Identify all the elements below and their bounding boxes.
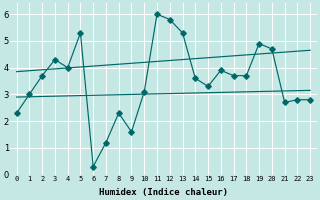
X-axis label: Humidex (Indice chaleur): Humidex (Indice chaleur) xyxy=(99,188,228,197)
